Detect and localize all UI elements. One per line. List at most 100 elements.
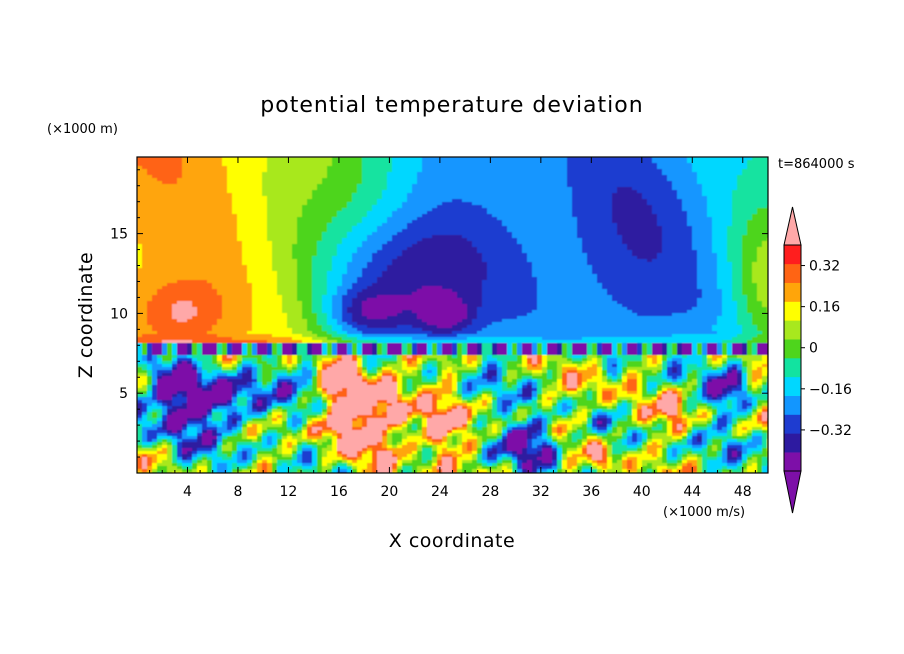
field-cell [447, 235, 453, 239]
field-cell [457, 193, 463, 197]
field-cell [272, 214, 278, 218]
field-cell [427, 229, 433, 233]
field-cell [607, 193, 613, 197]
field-cell [402, 262, 408, 266]
field-cell [232, 199, 238, 203]
field-cell [667, 181, 673, 185]
field-cell [167, 172, 173, 176]
field-cell [302, 235, 308, 239]
field-cell [192, 241, 198, 245]
field-cell [497, 157, 503, 161]
field-cell [607, 157, 613, 161]
field-cell [692, 199, 698, 203]
field-cell [312, 184, 318, 188]
field-cell [322, 256, 328, 260]
field-cell [672, 229, 678, 233]
field-cell [667, 175, 673, 179]
field-cell [412, 199, 418, 203]
field-cell [342, 181, 348, 185]
field-cell [372, 187, 378, 191]
field-cell [407, 238, 413, 242]
field-cell [292, 241, 298, 245]
field-cell [742, 193, 748, 197]
field-cell [522, 196, 528, 200]
field-cell [322, 259, 328, 263]
field-cell [357, 187, 363, 191]
field-cell [162, 232, 168, 236]
field-cell [662, 169, 668, 173]
field-cell [687, 163, 693, 167]
field-cell [517, 262, 523, 266]
field-cell [387, 184, 393, 188]
field-cell [232, 157, 238, 161]
field-cell [527, 178, 533, 182]
field-cell [427, 181, 433, 185]
field-cell [467, 250, 473, 254]
field-cell [527, 259, 533, 263]
field-cell [242, 271, 248, 275]
field-cell [562, 265, 568, 269]
field-cell [252, 274, 258, 278]
field-cell [427, 175, 433, 179]
field-cell [717, 235, 723, 239]
field-cell [627, 244, 633, 248]
field-cell [692, 226, 698, 230]
field-cell [372, 256, 378, 260]
field-cell [232, 259, 238, 263]
field-cell [317, 226, 323, 230]
field-cell [592, 217, 598, 221]
field-cell [302, 175, 308, 179]
field-cell [467, 217, 473, 221]
field-cell [417, 229, 423, 233]
field-cell [557, 223, 563, 227]
field-cell [327, 187, 333, 191]
field-cell [617, 208, 623, 212]
field-cell [477, 232, 483, 236]
field-cell [562, 271, 568, 275]
field-cell [737, 262, 743, 266]
field-cell [237, 250, 243, 254]
field-cell [427, 211, 433, 215]
field-cell [267, 265, 273, 269]
field-cell [202, 205, 208, 209]
field-cell [542, 262, 548, 266]
field-cell [307, 265, 313, 269]
field-cell [372, 247, 378, 251]
field-cell [317, 223, 323, 227]
field-cell [437, 220, 443, 224]
field-cell [597, 271, 603, 275]
field-cell [227, 244, 233, 248]
field-cell [462, 193, 468, 197]
field-cell [542, 265, 548, 269]
field-cell [612, 265, 618, 269]
field-cell [262, 274, 268, 278]
field-cell [592, 208, 598, 212]
field-cell [162, 163, 168, 167]
field-cell [727, 184, 733, 188]
field-cell [412, 238, 418, 242]
field-cell [292, 253, 298, 257]
field-cell [497, 202, 503, 206]
field-cell [762, 160, 768, 164]
field-cell [542, 163, 548, 167]
field-cell [357, 199, 363, 203]
field-cell [192, 250, 198, 254]
field-cell [617, 265, 623, 269]
field-cell [192, 274, 198, 278]
field-cell [567, 214, 573, 218]
field-cell [492, 241, 498, 245]
field-cell [662, 196, 668, 200]
field-cell [467, 211, 473, 215]
field-cell [252, 160, 258, 164]
field-cell [387, 223, 393, 227]
field-cell [672, 187, 678, 191]
field-cell [452, 199, 458, 203]
field-cell [637, 172, 643, 176]
field-cell [552, 265, 558, 269]
field-cell [262, 229, 268, 233]
field-cell [757, 217, 763, 221]
field-cell [377, 241, 383, 245]
field-cell [367, 187, 373, 191]
field-cell [527, 250, 533, 254]
field-cell [287, 244, 293, 248]
